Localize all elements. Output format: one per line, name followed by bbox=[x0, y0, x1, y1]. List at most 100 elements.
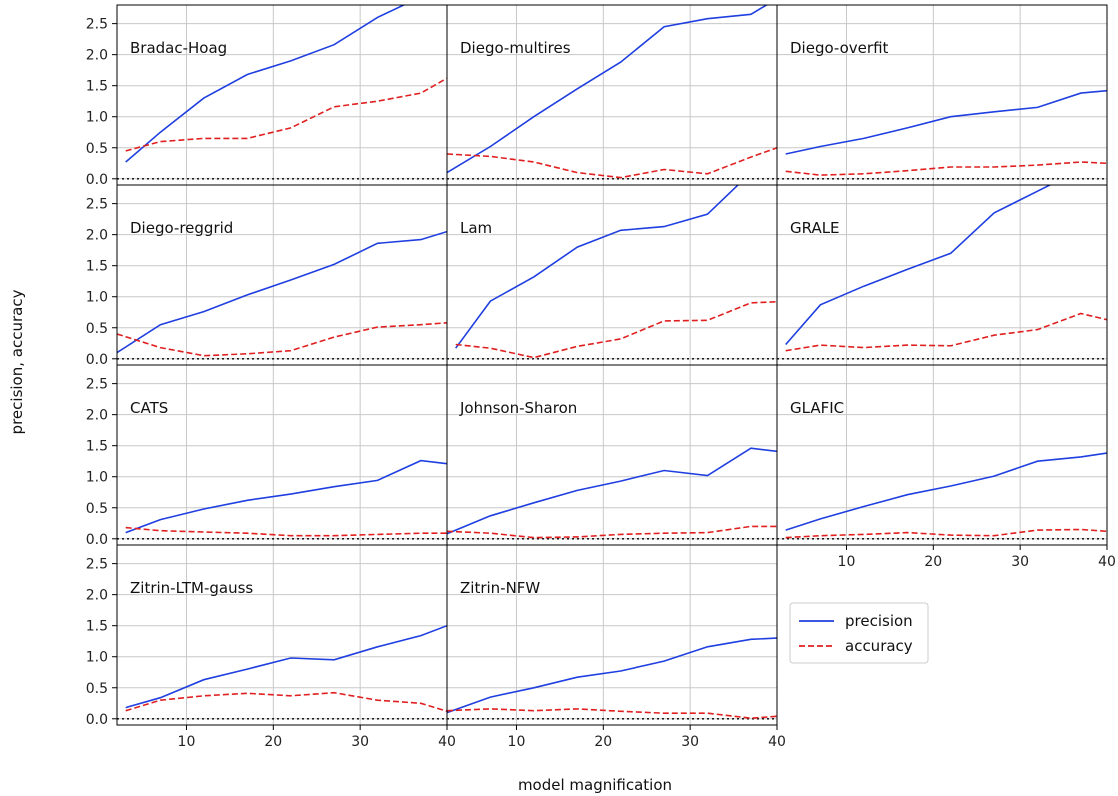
x-tick-label: 10 bbox=[508, 734, 526, 750]
series-line-accuracy bbox=[785, 161, 1107, 176]
panel-title: Zitrin-LTM-gauss bbox=[130, 579, 253, 597]
series-group bbox=[447, 637, 777, 720]
series-group bbox=[447, 5, 777, 179]
panel-title: Bradac-Hoag bbox=[130, 39, 227, 57]
y-tick-label: 1.0 bbox=[86, 110, 108, 126]
series-line-accuracy bbox=[447, 525, 777, 539]
panel-johnson-sharon: Johnson-Sharon bbox=[446, 364, 778, 546]
series-line-accuracy bbox=[125, 77, 447, 152]
x-tick-label: 30 bbox=[351, 734, 369, 750]
series-line-precision bbox=[125, 5, 406, 163]
panel-frame bbox=[776, 184, 1108, 366]
panel-frame bbox=[776, 364, 1108, 546]
x-axis-title: model magnification bbox=[518, 776, 672, 794]
grid bbox=[117, 365, 448, 545]
y-axis-title: precision, accuracy bbox=[8, 289, 26, 434]
grid bbox=[117, 185, 448, 365]
panel-diego-reggrid: Diego-reggrid 0.0 0.5 1.0 1.5 2.0 2.5 bbox=[86, 184, 448, 368]
panel-frame bbox=[446, 4, 778, 186]
y-tick-label: 1.5 bbox=[86, 619, 108, 635]
y-tick-label: 2.0 bbox=[86, 228, 108, 244]
panel-title: Diego-reggrid bbox=[130, 219, 233, 237]
panel-zitrin-nfw: Zitrin-NFW 10 20 30 40 bbox=[446, 544, 786, 750]
series-group bbox=[125, 624, 447, 713]
panel-cats: CATS 0.0 0.5 1.0 1.5 2.0 2.5 bbox=[86, 364, 448, 548]
y-tick-label: 2.5 bbox=[86, 557, 108, 573]
y-tick-label: 1.0 bbox=[86, 290, 108, 306]
grid bbox=[777, 365, 1108, 545]
legend-label-precision: precision bbox=[845, 612, 913, 630]
series-line-accuracy bbox=[125, 691, 447, 713]
series-line-accuracy bbox=[455, 300, 777, 359]
series-group bbox=[117, 230, 447, 357]
panel-frame bbox=[116, 184, 448, 366]
series-group bbox=[125, 5, 447, 163]
panel-frame bbox=[776, 4, 1108, 186]
x-tick-label: 30 bbox=[1011, 554, 1029, 570]
y-tick-label: 1.0 bbox=[86, 470, 108, 486]
panel-title: Diego-multires bbox=[460, 39, 571, 57]
y-tick-label: 0.5 bbox=[86, 501, 108, 517]
series-group bbox=[785, 89, 1107, 176]
panel-grale: GRALE bbox=[776, 184, 1108, 366]
panel-title: Diego-overfit bbox=[790, 39, 889, 57]
panel-diego-multires: Diego-multires bbox=[446, 4, 778, 186]
grid bbox=[447, 185, 778, 365]
series-group bbox=[785, 185, 1107, 352]
x-tick-label: 20 bbox=[924, 554, 942, 570]
y-tick-label: 0.0 bbox=[86, 172, 108, 188]
y-tick-label: 2.5 bbox=[86, 17, 108, 33]
series-line-precision bbox=[447, 637, 777, 714]
panel-zitrin-ltm-gauss: Zitrin-LTM-gauss 0.0 0.5 1.0 1.5 2.0 2.5 10 20 30… bbox=[86, 544, 456, 750]
panel-title: Lam bbox=[460, 219, 492, 237]
series-line-accuracy bbox=[125, 526, 447, 537]
y-tick-label: 0.5 bbox=[86, 681, 108, 697]
grid bbox=[447, 545, 778, 725]
series-group bbox=[785, 452, 1107, 539]
panel-title: GLAFIC bbox=[790, 399, 844, 417]
x-tick-label: 20 bbox=[264, 734, 282, 750]
panel-title: GRALE bbox=[790, 219, 840, 237]
series-line-precision bbox=[785, 89, 1107, 155]
series-line-precision bbox=[447, 5, 769, 174]
panel-frame bbox=[446, 184, 778, 366]
panel-glafic: GLAFIC 10 20 30 40 bbox=[776, 364, 1116, 570]
series-line-accuracy bbox=[447, 147, 777, 179]
grid bbox=[447, 365, 778, 545]
y-tick-label: 2.0 bbox=[86, 48, 108, 64]
x-tick-label: 40 bbox=[768, 734, 786, 750]
series-group bbox=[125, 459, 447, 537]
series-line-precision bbox=[125, 624, 447, 709]
series-line-precision bbox=[125, 459, 447, 534]
series-line-precision bbox=[785, 452, 1107, 531]
grid bbox=[447, 5, 778, 185]
legend: precision accuracy bbox=[789, 602, 929, 664]
x-tick-label: 10 bbox=[838, 554, 856, 570]
panel-bradac-hoag: Bradac-Hoag 0.0 0.5 1.0 1.5 2.0 2.5 bbox=[86, 4, 448, 188]
y-tick-label: 0.5 bbox=[86, 321, 108, 337]
y-tick-label: 2.5 bbox=[86, 197, 108, 213]
y-tick-label: 2.5 bbox=[86, 377, 108, 393]
x-tick-label: 30 bbox=[681, 734, 699, 750]
panel-frame bbox=[116, 544, 448, 726]
y-tick-label: 0.0 bbox=[86, 712, 108, 728]
legend-label-accuracy: accuracy bbox=[845, 637, 913, 655]
y-tick-label: 1.5 bbox=[86, 439, 108, 455]
x-tick-label: 40 bbox=[1098, 554, 1116, 570]
y-tick-label: 2.0 bbox=[86, 408, 108, 424]
panels-group: Bradac-Hoag 0.0 0.5 1.0 1.5 2.0 2.5 Diego-multi… bbox=[86, 4, 1116, 750]
panel-diego-overfit: Diego-overfit bbox=[776, 4, 1108, 186]
series-line-accuracy bbox=[447, 708, 777, 720]
y-tick-label: 2.0 bbox=[86, 588, 108, 604]
series-line-accuracy bbox=[117, 322, 447, 357]
panel-title: Johnson-Sharon bbox=[459, 399, 577, 417]
legend-box bbox=[789, 602, 929, 664]
grid bbox=[777, 5, 1108, 185]
x-tick-label: 10 bbox=[178, 734, 196, 750]
panel-lam: Lam bbox=[446, 184, 778, 366]
grid bbox=[117, 5, 448, 185]
series-line-precision bbox=[455, 185, 740, 349]
x-tick-label: 40 bbox=[438, 734, 456, 750]
grid bbox=[777, 185, 1108, 365]
